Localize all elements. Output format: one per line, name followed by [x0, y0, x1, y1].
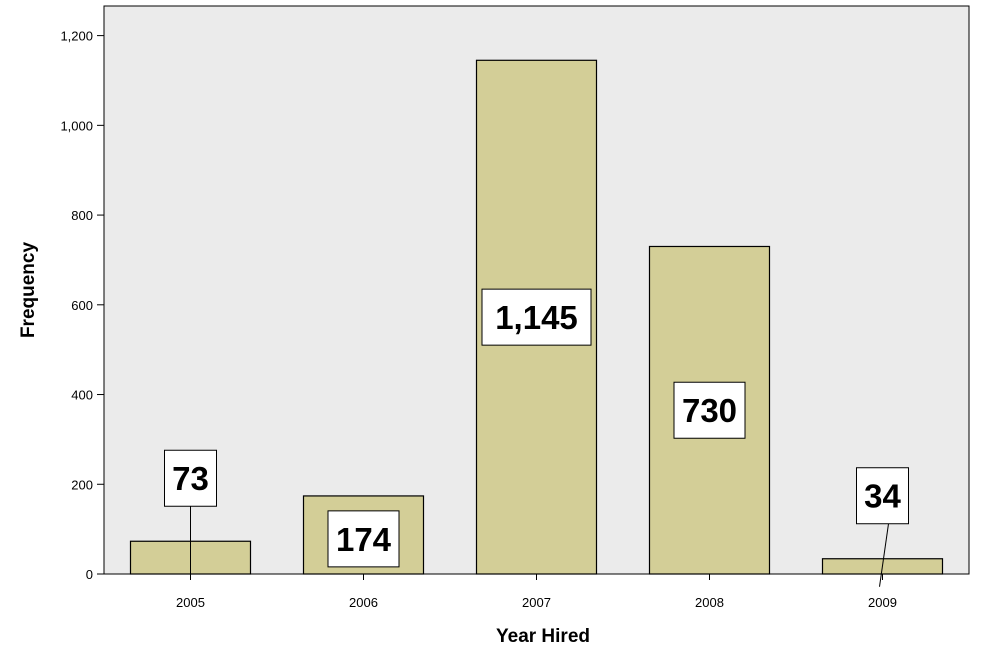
y-tick-label: 0	[86, 567, 93, 582]
data-labels: 73 174 1,145 730 34	[164, 288, 909, 587]
x-tick-label: 2006	[349, 595, 378, 610]
y-tick-label: 600	[71, 298, 93, 313]
data-label-box	[673, 381, 746, 439]
x-tick-label: 2005	[176, 595, 205, 610]
data-label: 73	[172, 460, 209, 497]
x-tick-label: 2009	[868, 595, 897, 610]
x-tick-label: 2008	[695, 595, 724, 610]
data-label-box	[856, 467, 909, 525]
data-label-box	[327, 510, 400, 568]
y-tick-label: 200	[71, 477, 93, 492]
x-tick-label: 2007	[522, 595, 551, 610]
y-tick-label: 800	[71, 208, 93, 223]
data-label-box	[164, 449, 217, 507]
data-label: 1,145	[495, 299, 578, 336]
data-label-leader	[879, 523, 889, 587]
y-ticks: 0 200 400 600 800 1,000 1,200	[60, 29, 104, 582]
data-label: 174	[336, 521, 392, 558]
data-label-box	[481, 288, 592, 346]
y-tick-label: 400	[71, 388, 93, 403]
data-label: 34	[864, 478, 901, 515]
y-tick-label: 1,000	[60, 118, 93, 133]
x-axis-title: Year Hired	[496, 626, 590, 646]
y-axis-title: Frequency	[18, 242, 39, 339]
x-ticks: 2005 2006 2007 2008 2009	[176, 574, 897, 610]
data-label: 730	[682, 392, 737, 429]
y-tick-label: 1,200	[60, 29, 93, 44]
